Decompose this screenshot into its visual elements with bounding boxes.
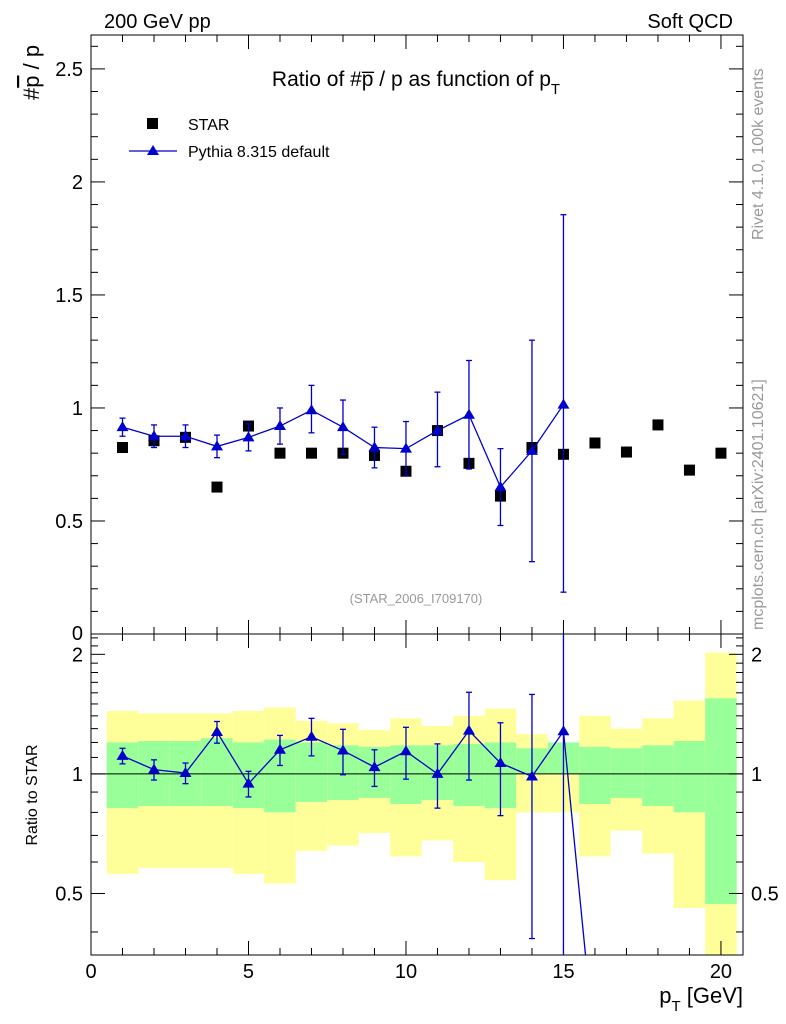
pythia-point (210, 440, 223, 451)
header-right: Soft QCD (647, 11, 733, 33)
inner-band-bin (201, 738, 233, 807)
inner-band-bin (610, 748, 643, 798)
ratio-point (368, 761, 381, 772)
star-data-point (715, 447, 727, 459)
x-tick-label: 20 (710, 961, 732, 983)
legend-data-marker (147, 118, 158, 129)
analysis-watermark: (STAR_2006_I709170) (350, 591, 483, 606)
ratio-point (179, 767, 192, 778)
star-data-point (683, 464, 695, 476)
ratio-y-tick-label: 1 (72, 764, 83, 786)
pythia-point (525, 444, 538, 455)
star-data-point (305, 447, 317, 459)
legend-mc-label: Pythia 8.315 default (188, 144, 330, 161)
main-title: Ratio of #p̅ / p as function of pT (272, 68, 560, 98)
inner-band-bin (673, 741, 706, 813)
pythia-point (147, 430, 160, 441)
rivet-label: Rivet 4.1.0, 100k events (750, 68, 767, 240)
ratio-frame (90, 633, 744, 956)
pythia-point (116, 421, 129, 432)
y-tick-label: 1.5 (55, 285, 83, 307)
ratio-y-tick-label-right: 2 (751, 644, 762, 666)
ratio-y-label: Ratio to STAR (24, 744, 41, 845)
ratio-point (242, 777, 255, 788)
pythia-point (494, 481, 507, 492)
y-tick-label: 2 (72, 172, 83, 194)
star-data-point (652, 419, 664, 431)
x-tick-label: 15 (552, 961, 574, 983)
inner-band-bin (705, 698, 737, 905)
ratio-point (336, 744, 349, 755)
pythia-point (557, 398, 570, 409)
x-axis-label: pT [GeV] (659, 983, 743, 1015)
ratio-y-tick-label: 0.5 (55, 883, 83, 905)
ratio-point (147, 763, 160, 774)
mcplots-label: mcplots.cern.ch [arXiv:2401.10621] (750, 379, 767, 630)
ratio-y-tick-label-right: 0.5 (751, 883, 779, 905)
ratio-point (399, 745, 412, 756)
main-y-label: #p / p (19, 45, 44, 100)
ratio-point (273, 743, 286, 754)
y-tick-label: 0.5 (55, 511, 83, 533)
ratio-point (462, 724, 475, 735)
pythia-point (399, 442, 412, 453)
pythia-point (462, 408, 475, 419)
star-data-point (211, 481, 223, 493)
star-data-point (116, 442, 128, 454)
pythia-point (431, 424, 444, 435)
inner-band-bin (642, 745, 674, 807)
ratio-point (210, 725, 223, 736)
ratio-line (122, 729, 587, 956)
y-tick-label: 2.5 (55, 59, 83, 81)
ratio-point (525, 770, 538, 781)
pythia-point (179, 430, 192, 441)
legend-mc-marker (147, 145, 159, 155)
x-tick-label: 5 (243, 961, 254, 983)
y-tick-label: 1 (72, 398, 83, 420)
ratio-point (557, 725, 570, 736)
star-data-point (274, 447, 286, 459)
ratio-point (116, 749, 129, 760)
pythia-point (242, 431, 255, 442)
pythia-point (368, 441, 381, 452)
ratio-y-tick-label: 2 (72, 644, 83, 666)
ratio-point (431, 767, 444, 778)
inner-band-bin (579, 746, 611, 804)
ratio-panel: 0 5 10 15 20 0.5 0.5 1 1 2 2 (55, 633, 779, 983)
uncertainty-bands (106, 652, 737, 955)
pythia-point (336, 421, 349, 432)
ratio-point (305, 730, 318, 741)
star-data-point (620, 446, 632, 458)
header-left: 200 GeV pp (104, 11, 211, 33)
x-tick-label: 10 (395, 961, 417, 983)
ratio-point (494, 757, 507, 768)
y-tick-label-zero: 0 (72, 623, 83, 645)
x-tick-label: 0 (85, 961, 96, 983)
legend: STAR Pythia 8.315 default (129, 117, 330, 161)
pythia-point (273, 420, 286, 431)
legend-data-label: STAR (188, 117, 229, 134)
star-data-point (589, 437, 601, 449)
pythia-point (305, 404, 318, 415)
ratio-y-tick-label-right: 1 (751, 764, 762, 786)
